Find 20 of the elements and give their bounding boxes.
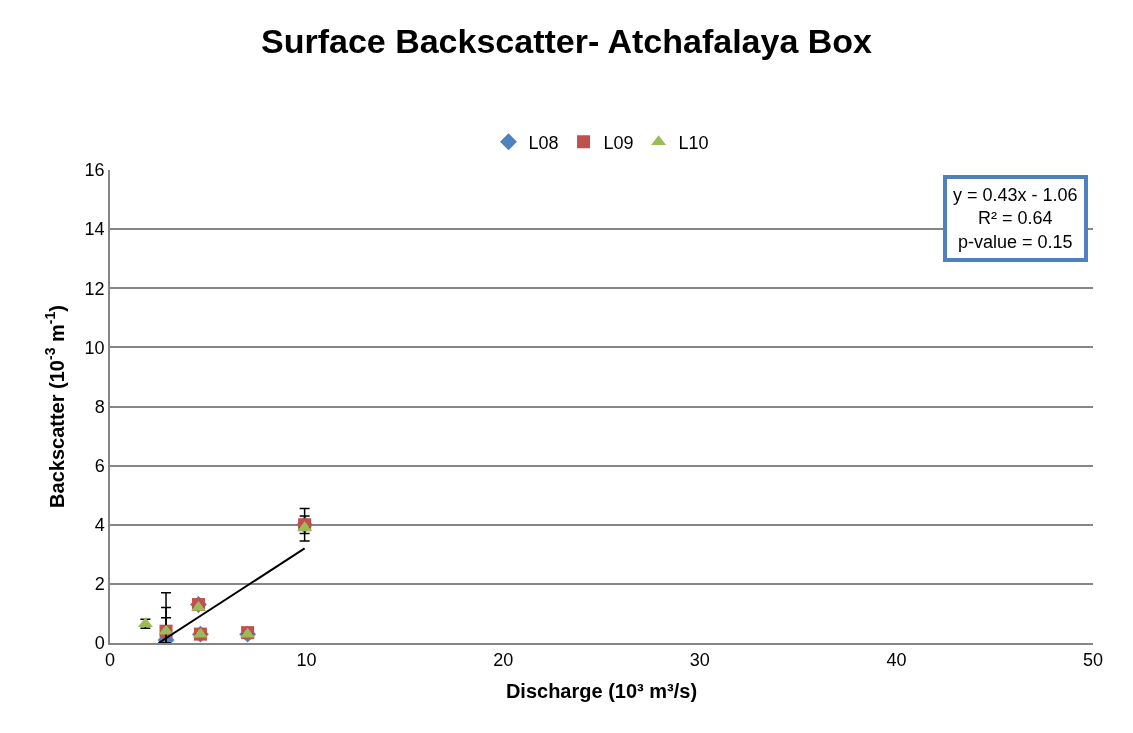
chart-title: Surface Backscatter- Atchafalaya Box <box>260 22 873 61</box>
y-tick-label: 12 <box>84 278 105 299</box>
x-tick-label: 40 <box>886 650 907 671</box>
y-tick-label: 8 <box>94 396 105 417</box>
legend-label: L10 <box>678 132 709 153</box>
x-tick-label: 10 <box>296 650 317 671</box>
y-tick-label: 16 <box>84 160 105 181</box>
x-tick-label: 30 <box>689 650 710 671</box>
x-tick-label: 20 <box>493 650 514 671</box>
y-tick-label: 2 <box>94 574 105 595</box>
x-tick-label: 50 <box>1082 650 1104 671</box>
y-tick-label: 14 <box>84 219 105 240</box>
y-tick-label: 4 <box>94 515 105 536</box>
y-tick-label: 6 <box>94 455 105 476</box>
annotation: y = 0.43x - 1.06 R² = 0.64 p-value = 0.15 <box>953 185 1078 252</box>
legend-label: L09 <box>603 132 634 153</box>
y-tick-label: 0 <box>94 633 105 654</box>
x-axis-title: Discharge (10³ m³/s) <box>505 680 698 703</box>
legend-label: L08 <box>528 132 559 153</box>
y-tick-label: 10 <box>84 337 105 358</box>
